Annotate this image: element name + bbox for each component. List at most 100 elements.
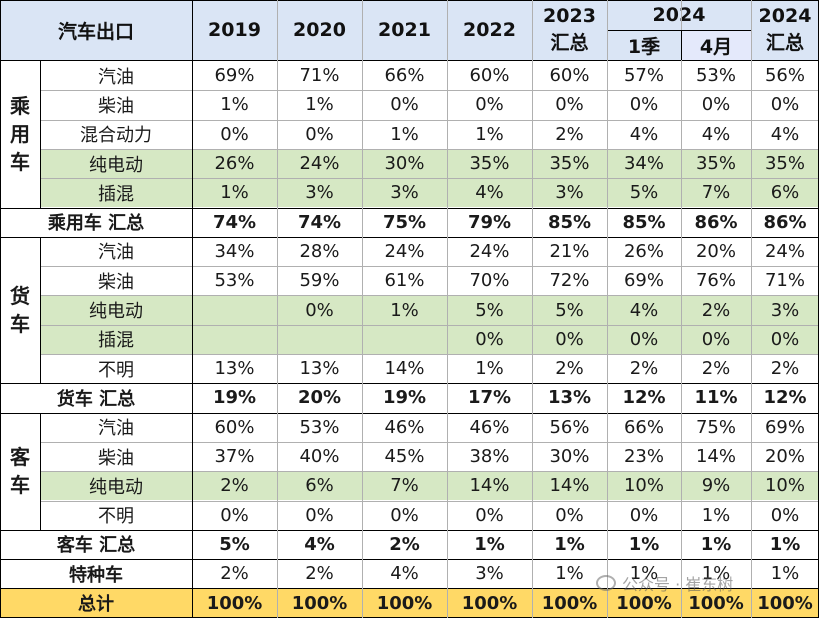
value-cell: 71% (299, 65, 340, 87)
value-cell: 0% (701, 94, 731, 116)
value-cell: 26% (192, 148, 277, 179)
value-cell: 23% (623, 446, 664, 468)
value-cell: 100% (277, 588, 362, 618)
grid-vline (751, 0, 752, 618)
value-cell: 20% (297, 387, 342, 409)
value-cell: 53% (299, 416, 340, 438)
value-cell: 79% (467, 211, 512, 233)
value-cell: 26% (623, 240, 664, 262)
value-cell: 0% (220, 504, 249, 526)
value-cell: 74% (212, 211, 257, 233)
value-cell: 0% (475, 504, 504, 526)
value-cell: 2% (681, 295, 751, 325)
value-cell: 1% (390, 123, 419, 145)
value-cell: 10% (607, 471, 681, 501)
header-year-2022: 2022 (447, 0, 532, 60)
value-cell: 0% (305, 123, 334, 145)
value-cell: 35% (681, 148, 751, 179)
value-cell: 1% (474, 533, 505, 555)
grid-hline (40, 354, 819, 355)
value-cell: 0% (751, 324, 819, 354)
group-label-truck: 货车 (0, 237, 40, 384)
value-cell: 2% (770, 358, 800, 380)
value-cell: 14% (532, 471, 607, 501)
value-cell: 19% (382, 387, 427, 409)
value-cell: 0% (305, 504, 334, 526)
grid-hline (40, 295, 819, 296)
value-cell: 100% (532, 588, 607, 618)
header-2024-total: 2024 汇总 (751, 0, 819, 60)
value-cell: 2% (192, 471, 277, 501)
grid-vline (0, 0, 1, 618)
value-cell: 24% (764, 240, 805, 262)
row-label: 不明 (98, 506, 134, 528)
value-cell: 45% (384, 446, 425, 468)
value-cell: 75% (382, 211, 427, 233)
value-cell: 1% (701, 563, 731, 585)
value-cell: 0% (555, 504, 584, 526)
value-cell: 12% (622, 387, 666, 409)
value-cell: 0% (390, 504, 419, 526)
value-cell: 66% (384, 65, 425, 87)
header-title: 汽车出口 (0, 0, 192, 60)
row-label: 汽油 (98, 242, 134, 264)
row-label: 纯电动 (40, 295, 192, 325)
value-cell: 6% (277, 471, 362, 501)
grid-hline (40, 471, 819, 472)
value-cell: 20% (695, 240, 736, 262)
value-cell: 0% (555, 94, 584, 116)
grid-hline (607, 30, 751, 31)
grid-hline (40, 442, 819, 443)
value-cell: 9% (681, 471, 751, 501)
value-cell: 71% (764, 270, 805, 292)
header-2024-q1: 1季 (607, 30, 681, 60)
value-cell: 21% (549, 240, 590, 262)
value-cell: 0% (770, 504, 800, 526)
grid-vline (532, 0, 533, 618)
value-cell: 4% (390, 563, 419, 585)
value-cell: 19% (212, 387, 257, 409)
grid-vline (681, 0, 682, 618)
value-cell: 4% (447, 178, 532, 208)
value-cell: 60% (469, 65, 510, 87)
header-year-2021: 2021 (362, 0, 447, 60)
value-cell: 1% (220, 94, 249, 116)
value-cell: 0% (532, 324, 607, 354)
grid-vline (362, 0, 363, 618)
value-cell: 1% (700, 533, 732, 555)
value-cell: 0% (277, 295, 362, 325)
value-cell: 53% (214, 270, 255, 292)
value-cell: 13% (214, 358, 255, 380)
value-cell: 20% (764, 446, 805, 468)
value-cell: 0% (390, 94, 419, 116)
value-cell: 1% (475, 358, 504, 380)
header-year-2019: 2019 (192, 0, 277, 60)
grid-vline (40, 237, 41, 384)
group-char: 车 (10, 473, 30, 498)
value-cell: 86% (763, 211, 807, 233)
value-cell: 5% (607, 178, 681, 208)
value-cell: 5% (447, 295, 532, 325)
grid-hline (0, 237, 819, 238)
value-cell: 1% (769, 533, 801, 555)
value-cell: 4% (701, 123, 731, 145)
row-label: 汽油 (98, 66, 134, 88)
group-char: 乘 (10, 94, 30, 119)
value-cell: 4% (629, 123, 659, 145)
grid-hline (0, 588, 819, 589)
value-cell: 0% (475, 94, 504, 116)
group-char: 用 (10, 122, 30, 147)
value-cell: 3% (362, 178, 447, 208)
value-cell: 69% (764, 416, 805, 438)
header-2024-year: 2024 (607, 0, 751, 30)
row-label: 乘用车 汇总 (47, 213, 145, 235)
value-cell: 13% (547, 387, 592, 409)
row-label: 混合动力 (80, 125, 152, 147)
row-label: 汽油 (98, 418, 134, 440)
value-cell: 24% (384, 240, 425, 262)
grid-vline (681, 30, 682, 60)
header-2024-apr: 4月 (681, 30, 751, 60)
value-cell: 1% (770, 563, 800, 585)
grid-hline (0, 530, 819, 531)
value-cell: 0% (681, 324, 751, 354)
